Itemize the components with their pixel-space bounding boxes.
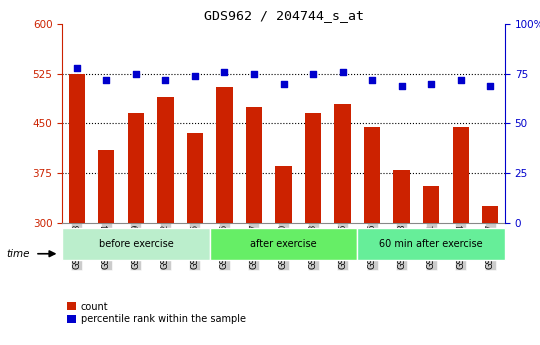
Point [338, 69, 347, 75]
Bar [453, 127, 469, 345]
Bar [128, 114, 144, 345]
Point [132, 71, 140, 77]
Point [368, 77, 376, 82]
Point [249, 71, 258, 77]
Bar [305, 114, 321, 345]
Bar [334, 104, 350, 345]
Bar [364, 127, 380, 345]
Bar [98, 150, 114, 345]
Bar [69, 74, 85, 345]
Point [220, 69, 229, 75]
Bar [423, 186, 439, 345]
Point [309, 71, 318, 77]
FancyBboxPatch shape [210, 228, 357, 260]
Bar [157, 97, 173, 345]
Text: 60 min after exercise: 60 min after exercise [379, 239, 483, 249]
Bar [482, 206, 498, 345]
Text: before exercise: before exercise [98, 239, 173, 249]
Bar [187, 133, 203, 345]
FancyBboxPatch shape [357, 228, 505, 260]
Point [427, 81, 435, 87]
Point [161, 77, 170, 82]
Bar [246, 107, 262, 345]
Point [397, 83, 406, 88]
FancyBboxPatch shape [62, 228, 210, 260]
Bar [394, 170, 410, 345]
Legend: count, percentile rank within the sample: count, percentile rank within the sample [67, 302, 246, 325]
Text: time: time [6, 249, 30, 258]
Point [72, 65, 81, 71]
Point [102, 77, 111, 82]
Point [279, 81, 288, 87]
Text: after exercise: after exercise [250, 239, 317, 249]
Point [456, 77, 465, 82]
Bar [217, 87, 233, 345]
Bar [275, 166, 292, 345]
Title: GDS962 / 204744_s_at: GDS962 / 204744_s_at [204, 9, 363, 22]
Point [486, 83, 495, 88]
Point [191, 73, 199, 79]
